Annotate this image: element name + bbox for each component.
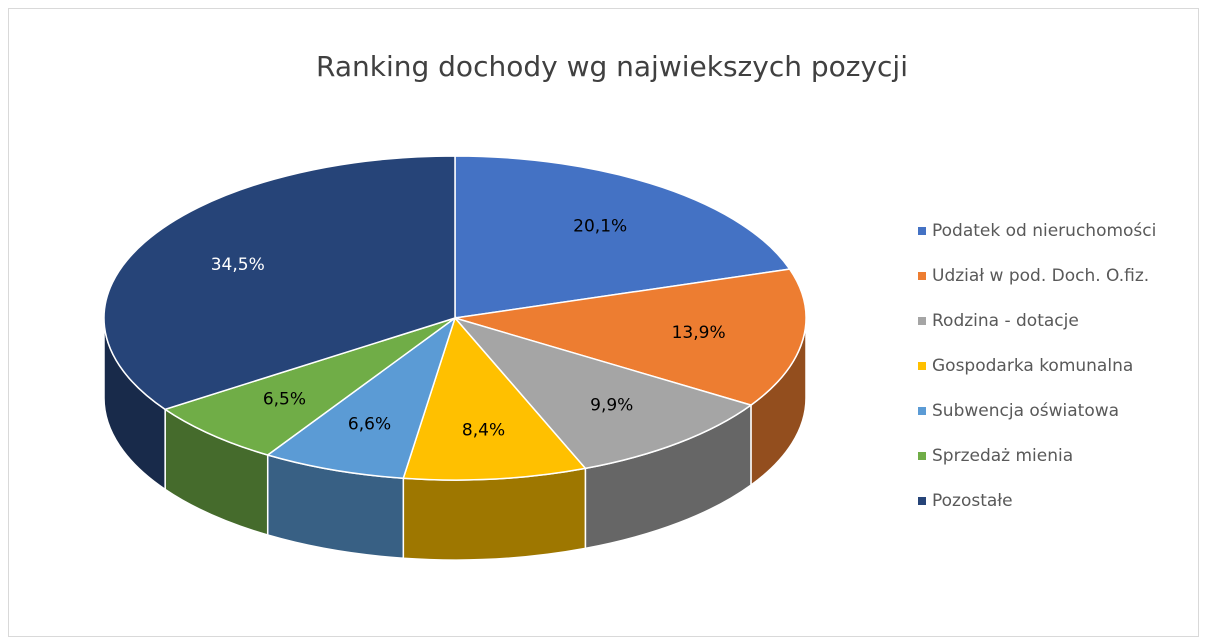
legend-swatch: [918, 497, 926, 505]
data-label: 6,6%: [348, 414, 391, 434]
legend-label: Pozostałe: [932, 491, 1013, 511]
legend-label: Subwencja oświatowa: [932, 401, 1119, 421]
legend-label: Udział w pod. Doch. O.fiz.: [932, 266, 1149, 286]
data-label: 20,1%: [573, 217, 627, 237]
pie-slice: [103, 155, 456, 411]
pie-slice: [402, 316, 587, 481]
pie-slice: [266, 316, 457, 480]
legend-label: Podatek od nieruchomości: [932, 221, 1156, 241]
pie-slice: [454, 268, 807, 406]
legend-swatch: [918, 272, 926, 280]
legend-swatch: [918, 452, 926, 460]
data-label: 34,5%: [211, 255, 265, 275]
pie-slice: [452, 316, 753, 470]
data-label: 8,4%: [462, 421, 505, 441]
legend-label: Rodzina - dotacje: [932, 311, 1079, 331]
pie-slice: [163, 317, 456, 456]
data-label: 13,9%: [672, 323, 726, 343]
data-label: 9,9%: [590, 395, 633, 415]
legend-swatch: [918, 407, 926, 415]
legend-swatch: [918, 317, 926, 325]
pie-slice: [454, 155, 791, 319]
legend-label: Sprzedaż mienia: [932, 446, 1073, 466]
pie-slice-side: [402, 467, 587, 561]
data-label: 6,5%: [263, 390, 306, 410]
legend-swatch: [918, 227, 926, 235]
legend-swatch: [918, 362, 926, 370]
chart-title: Ranking dochody wg najwiekszych pozycji: [316, 50, 908, 83]
legend-label: Gospodarka komunalna: [932, 356, 1133, 376]
